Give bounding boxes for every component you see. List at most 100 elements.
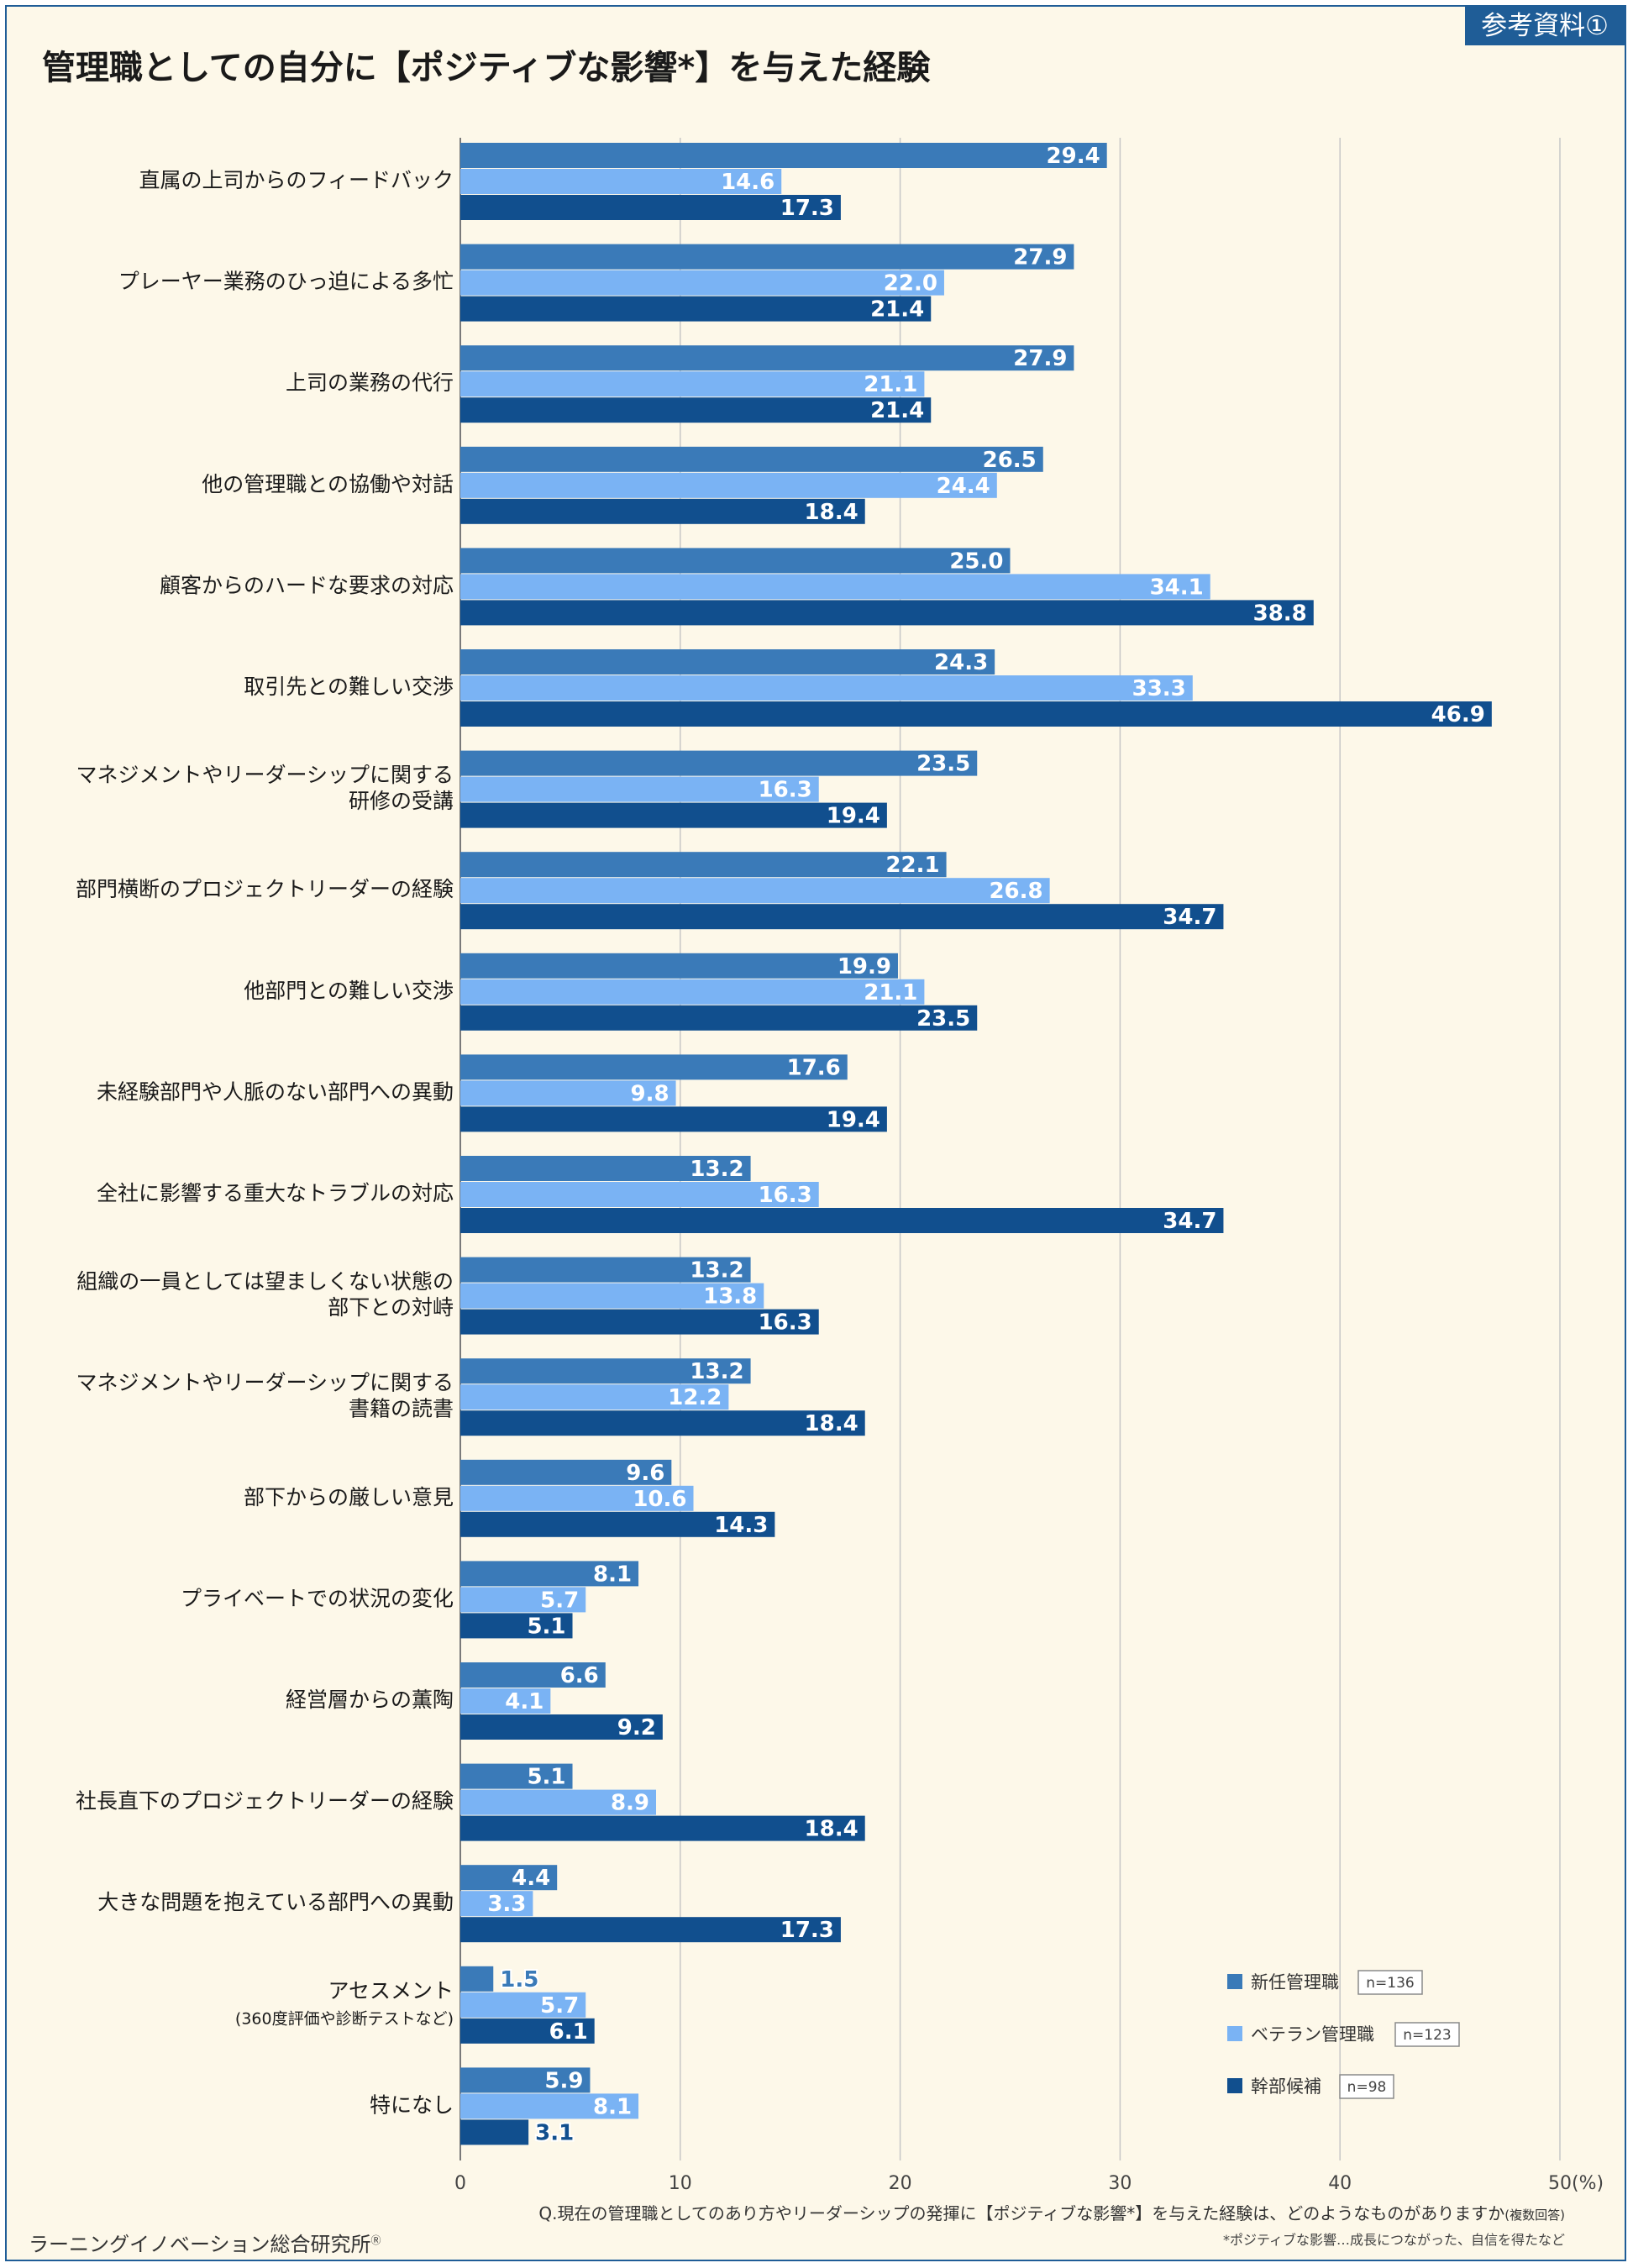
data-label: 23.5: [916, 1006, 970, 1032]
bar: [460, 1208, 1224, 1233]
bar: [460, 2119, 529, 2145]
bar: [460, 2067, 591, 2093]
data-label: 22.1: [885, 853, 939, 878]
data-label: 18.4: [805, 1817, 859, 1842]
data-label: 33.3: [1132, 676, 1186, 701]
bar: [460, 1992, 586, 2018]
data-label: 22.0: [884, 271, 937, 297]
category-label: 他の管理職との協働や対話: [202, 472, 454, 496]
data-label: 24.3: [934, 650, 988, 675]
data-label: 21.1: [864, 372, 917, 397]
x-tick-label: 40: [1328, 2173, 1352, 2194]
data-label: 13.2: [690, 1157, 743, 1182]
bar: [460, 345, 1074, 371]
data-label: 21.4: [870, 398, 924, 423]
bar: [460, 675, 1193, 701]
category-label: プレーヤー業務のひっ迫による多忙: [118, 270, 454, 294]
x-tick-label: 0: [454, 2173, 466, 2194]
data-label: 23.5: [916, 752, 970, 777]
bar: [460, 371, 925, 397]
bar: [460, 1257, 751, 1283]
bar: [460, 878, 1050, 904]
category-label: 直属の上司からのフィードバック: [139, 168, 454, 192]
bar: [460, 1815, 865, 1841]
bar: [460, 1309, 819, 1335]
data-label: 21.1: [864, 980, 917, 1005]
legend-n: n=98: [1347, 2079, 1387, 2096]
data-label: 29.4: [1047, 144, 1100, 169]
bar: [460, 2093, 639, 2119]
data-label: 4.4: [512, 1866, 550, 1891]
x-tick-label: 30: [1108, 2173, 1132, 2194]
bar: [460, 169, 782, 194]
legend-n-box: [1339, 2074, 1394, 2099]
data-label: 3.1: [535, 2120, 574, 2145]
bar: [460, 1080, 676, 1106]
bar: [460, 296, 932, 322]
bar: [460, 852, 947, 878]
bar: [460, 1054, 848, 1080]
bar: [460, 1662, 606, 1688]
data-label: 16.3: [759, 778, 812, 803]
data-label: 14.3: [714, 1513, 768, 1538]
data-label: 19.9: [838, 954, 891, 979]
bar: [460, 1688, 551, 1714]
bar: [460, 1156, 751, 1181]
bar: [460, 548, 1011, 574]
category-label: 社長直下のプロジェクトリーダーの経験: [76, 1789, 454, 1814]
bar: [460, 498, 865, 524]
bar: [460, 1789, 657, 1815]
category-label: 組織の一員としては望ましくない状態の: [76, 1269, 454, 1294]
data-label: 16.3: [759, 1310, 812, 1336]
category-label: 顧客からのハードな要求の対応: [160, 573, 454, 597]
data-label: 13.8: [703, 1284, 757, 1310]
legend-n-box: [1394, 2022, 1460, 2047]
data-label: 34.1: [1150, 575, 1204, 600]
data-label: 14.6: [721, 170, 774, 195]
data-label: 26.8: [989, 879, 1042, 904]
data-label: 8.9: [611, 1791, 649, 1816]
data-label: 19.4: [827, 1107, 880, 1132]
bar: [460, 750, 978, 776]
company-name-text: ラーニングイノベーション総合研究所: [29, 2233, 371, 2256]
category-label: 特になし: [370, 2092, 454, 2117]
data-label: 27.9: [1013, 346, 1067, 371]
data-label: 5.1: [527, 1614, 565, 1639]
legend-swatch: [1227, 2026, 1242, 2041]
bar: [460, 1966, 494, 1992]
question-text: Q.現在の管理職としてのあり方やリーダーシップの発揮に【ポジティブな影響*】を与…: [538, 2203, 1565, 2223]
data-label: 25.0: [949, 549, 1003, 574]
x-tick-label: 10: [669, 2173, 692, 2194]
category-label: 上司の業務の代行: [286, 370, 454, 395]
legend-n: n=136: [1366, 1975, 1414, 1992]
x-tick-label: 50(%): [1548, 2173, 1604, 2194]
bar: [460, 776, 819, 802]
legend-n: n=123: [1403, 2027, 1451, 2044]
category-label: 書籍の読書: [349, 1397, 454, 1421]
data-label: 24.4: [937, 474, 990, 499]
category-label: マネジメントやリーダーシップに関する: [76, 1371, 454, 1395]
legend-label: 幹部候補: [1251, 2076, 1321, 2097]
reference-badge: 参考資料①: [1465, 7, 1625, 45]
data-label: 5.7: [540, 1993, 579, 2019]
data-label: 8.1: [593, 2094, 632, 2119]
bar: [460, 1384, 729, 1410]
data-label: 13.2: [690, 1359, 743, 1384]
category-label: 部下との対峙: [328, 1295, 454, 1320]
bar: [460, 979, 925, 1005]
bar: [460, 649, 995, 675]
bar: [460, 2018, 595, 2044]
data-label: 18.4: [805, 1411, 859, 1436]
bar: [460, 1891, 533, 1917]
bar-chart: 0 10 20 30 40 50(%)直属の上司からのフィードバック29.414.617.…: [76, 138, 1604, 2248]
bar: [460, 904, 1224, 930]
category-label: プライベートでの状況の変化: [181, 1586, 454, 1610]
legend-n-box: [1357, 1970, 1423, 1995]
bar: [460, 1459, 672, 1485]
category-label: 他部門との難しい交渉: [244, 979, 454, 1003]
data-label: 9.8: [631, 1081, 669, 1106]
data-label: 6.6: [560, 1663, 599, 1688]
bar: [460, 1763, 573, 1789]
data-label: 17.3: [780, 196, 834, 221]
data-label: 16.3: [759, 1183, 812, 1208]
